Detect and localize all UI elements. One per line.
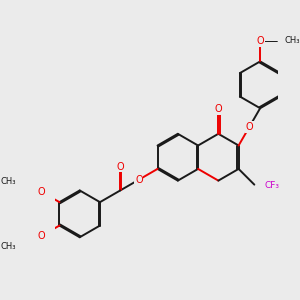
Text: O: O — [214, 104, 222, 114]
Text: CH₃: CH₃ — [1, 177, 16, 186]
Text: O: O — [116, 161, 124, 172]
Text: O: O — [246, 122, 253, 132]
Text: CF₃: CF₃ — [264, 181, 279, 190]
Text: O: O — [135, 175, 143, 185]
Text: O: O — [38, 187, 45, 196]
Text: O: O — [38, 231, 45, 241]
Text: CH₃: CH₃ — [1, 242, 16, 250]
Text: CH₃: CH₃ — [285, 36, 300, 45]
Text: O: O — [256, 36, 264, 46]
